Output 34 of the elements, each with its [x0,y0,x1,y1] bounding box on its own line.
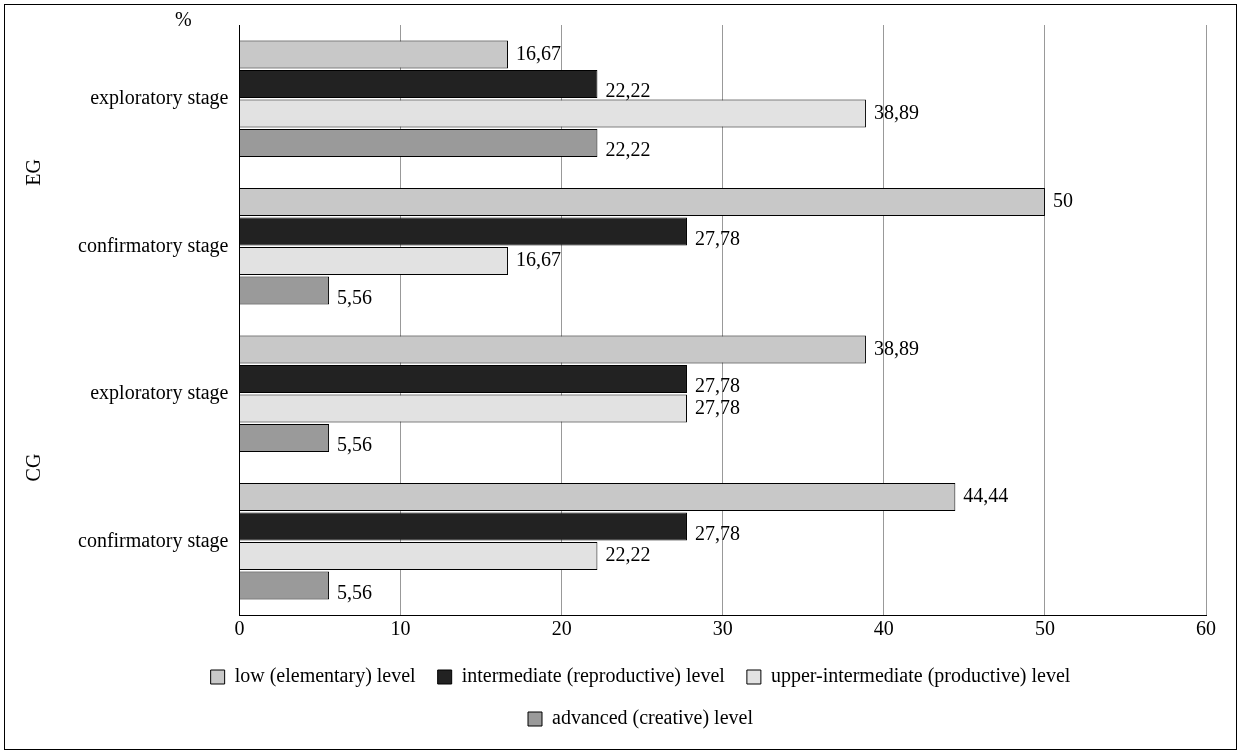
y-tick-label: confirmatory stage [78,528,229,552]
x-tick-label: 60 [1196,617,1216,640]
data-label: 16,67 [516,248,562,271]
data-label: 5,56 [337,580,373,603]
data-label: 38,89 [873,336,919,359]
x-tick-label: 10 [390,617,411,640]
x-tick-label: 40 [873,617,894,640]
text: EG [22,159,45,186]
data-label: 16,67 [516,41,562,64]
y-tick-label: confirmatory stage [78,233,229,257]
legend-label: intermediate (reproductive) level [461,664,726,688]
x-tick-label: 50 [1034,617,1055,640]
y-tick-label: exploratory stage [90,381,229,404]
legend-label: advanced (creative) level [552,706,754,730]
data-label: 5,56 [337,285,373,308]
data-label: 5,56 [337,433,373,456]
data-label: 38,89 [873,100,919,123]
data-label: 50 [1052,189,1073,212]
x-tick-label: 20 [551,617,572,640]
x-tick-label: 0 [234,617,245,640]
x-tick-label: 30 [712,617,733,640]
data-label: 22,22 [605,543,651,566]
data-label: 27,78 [694,226,740,249]
text: CG [22,453,45,482]
data-label: 22,22 [605,79,651,102]
data-label: 27,78 [694,395,740,418]
y-tick-label: exploratory stage [90,86,229,109]
data-label: 27,78 [694,521,740,544]
legend-label: low (elementary) level [234,664,417,688]
x-axis-title: % [175,8,192,31]
legend-label: upper-intermediate (productive) level [770,664,1071,688]
data-label: 22,22 [605,138,651,161]
data-label: 27,78 [694,374,740,397]
data-label: 44,44 [963,484,1009,507]
